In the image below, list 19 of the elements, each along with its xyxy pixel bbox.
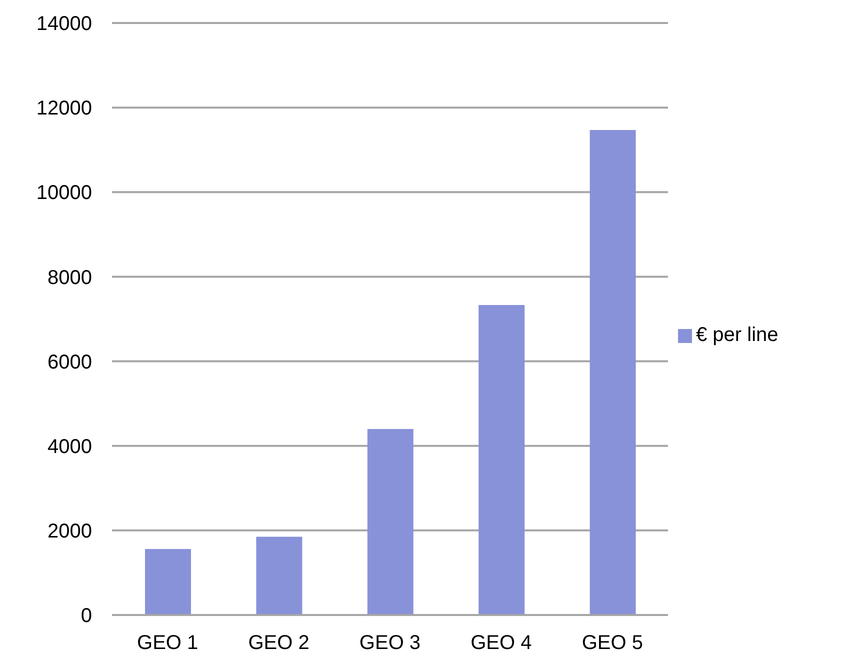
x-tick-label: GEO 2: [248, 632, 310, 654]
y-tick-label: 12000: [36, 98, 92, 120]
bar: [590, 130, 636, 615]
y-tick-label: 14000: [36, 13, 92, 36]
bar: [256, 536, 302, 615]
y-tick-label: 2000: [48, 520, 92, 543]
bar: [367, 428, 414, 615]
x-tick-label: GEO 5: [582, 632, 643, 654]
bar: [478, 305, 525, 615]
y-tick-label: 0: [80, 605, 92, 628]
x-tick-label: GEO 1: [137, 632, 198, 654]
y-tick-label: 6000: [48, 351, 92, 374]
x-tick-label: GEO 3: [359, 632, 421, 654]
y-tick-label: 4000: [48, 436, 92, 458]
y-tick-label: 8000: [48, 266, 92, 289]
bar: [145, 549, 191, 615]
y-tick-label: 10000: [36, 182, 92, 204]
x-tick-label: GEO 4: [470, 632, 532, 654]
legend-label: € per line: [696, 324, 778, 346]
